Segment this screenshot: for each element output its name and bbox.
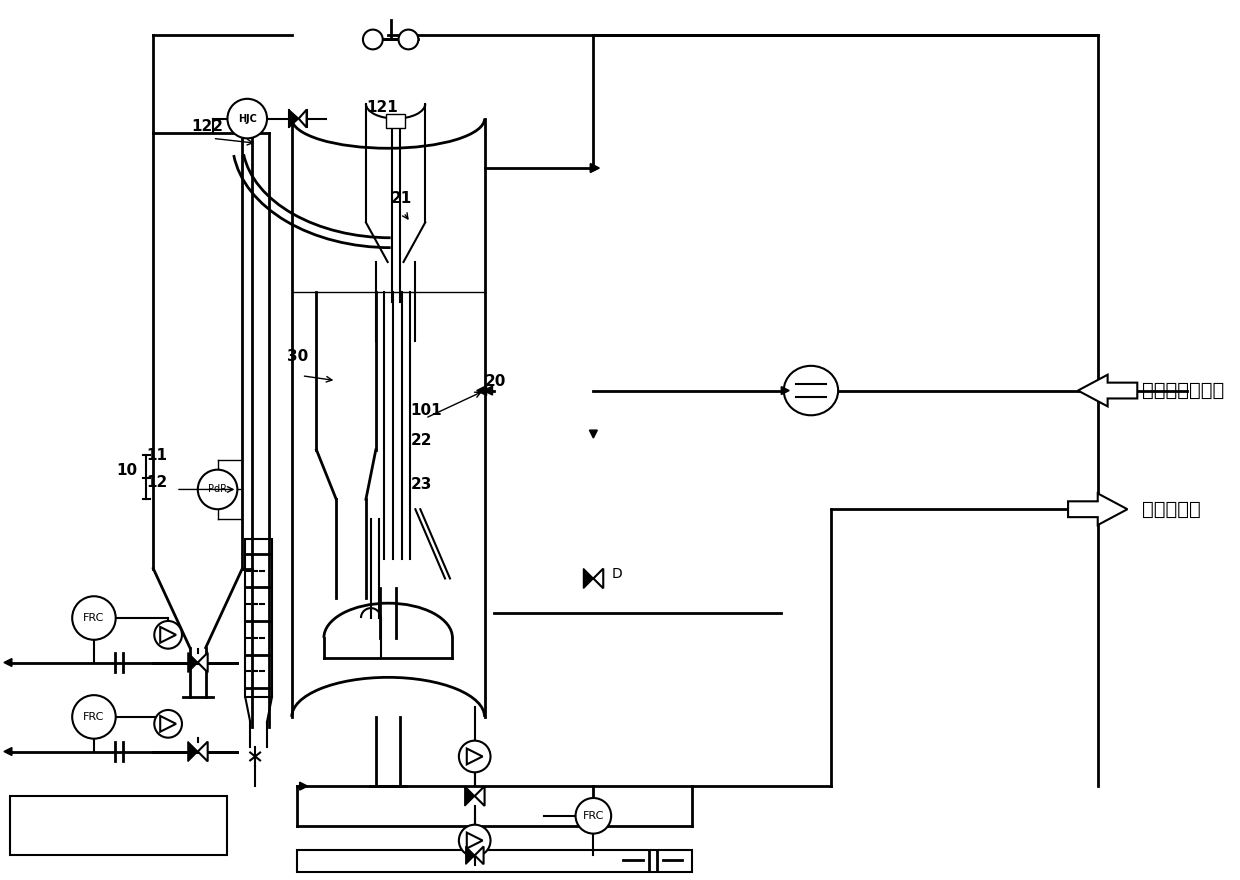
Polygon shape: [476, 385, 486, 395]
Text: 122: 122: [191, 120, 223, 135]
Polygon shape: [781, 386, 789, 394]
Text: 21: 21: [391, 191, 412, 206]
Polygon shape: [466, 847, 475, 864]
Text: 121: 121: [366, 99, 398, 114]
Polygon shape: [289, 110, 299, 128]
Bar: [10, 796, 227, 855]
Polygon shape: [484, 386, 492, 395]
Text: 23: 23: [410, 478, 432, 493]
Polygon shape: [584, 568, 594, 589]
Polygon shape: [1078, 375, 1137, 407]
Circle shape: [72, 695, 115, 738]
Polygon shape: [589, 430, 598, 438]
Polygon shape: [594, 568, 604, 589]
Text: 20: 20: [485, 374, 506, 389]
Circle shape: [398, 30, 418, 49]
Text: D: D: [611, 568, 622, 582]
Circle shape: [154, 710, 182, 737]
Circle shape: [198, 470, 237, 510]
Text: 22: 22: [410, 433, 432, 448]
Bar: [296, 850, 692, 872]
Text: FRC: FRC: [583, 810, 604, 821]
Polygon shape: [475, 847, 484, 864]
Polygon shape: [198, 742, 207, 761]
Polygon shape: [4, 658, 12, 666]
Polygon shape: [1068, 494, 1127, 525]
Polygon shape: [590, 164, 599, 172]
Circle shape: [72, 597, 115, 640]
Text: HJC: HJC: [238, 114, 257, 123]
Text: 11: 11: [146, 448, 167, 463]
Circle shape: [459, 741, 491, 773]
Text: 原料气（甲醇）: 原料气（甲醇）: [1142, 381, 1224, 400]
Polygon shape: [160, 716, 176, 732]
Polygon shape: [299, 110, 306, 128]
Ellipse shape: [784, 366, 838, 415]
Polygon shape: [188, 742, 198, 761]
Circle shape: [154, 621, 182, 649]
Text: 101: 101: [410, 403, 441, 418]
Bar: [246, 539, 272, 697]
Text: FRC: FRC: [83, 613, 104, 623]
Text: 10: 10: [117, 463, 138, 478]
Circle shape: [459, 825, 491, 856]
Polygon shape: [590, 164, 599, 172]
Text: 烯烃产品气: 烯烃产品气: [1142, 500, 1202, 518]
Polygon shape: [160, 627, 176, 642]
Polygon shape: [466, 832, 482, 848]
Polygon shape: [465, 786, 475, 806]
Polygon shape: [188, 653, 198, 672]
Bar: [386, 114, 405, 128]
Text: FRC: FRC: [83, 712, 104, 722]
Text: PdR: PdR: [208, 485, 227, 495]
Text: 12: 12: [146, 475, 167, 490]
Text: 30: 30: [286, 348, 308, 364]
Polygon shape: [4, 748, 12, 755]
Circle shape: [227, 99, 267, 138]
Circle shape: [363, 30, 383, 49]
Polygon shape: [300, 782, 308, 790]
Polygon shape: [466, 749, 482, 765]
Polygon shape: [475, 786, 485, 806]
Circle shape: [575, 798, 611, 833]
Polygon shape: [198, 653, 207, 672]
